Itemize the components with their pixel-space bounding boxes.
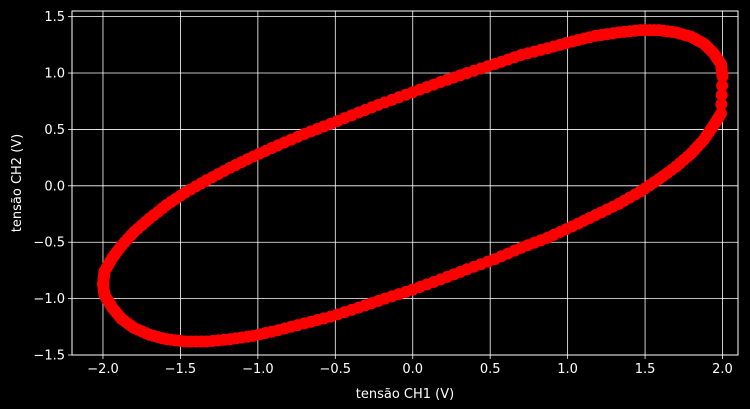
- x-axis: −2.0 −1.5 −1.0 −0.5 0.0 0.5 1.0 1.5 2.0: [87, 355, 733, 377]
- axes-frame: [71, 10, 739, 356]
- x-tick-label: −1.5: [165, 362, 197, 377]
- y-axis: −1.5 −1.0 −0.5 0.0 0.5 1.0 1.5: [33, 10, 72, 364]
- y-tick-label: −1.0: [33, 292, 65, 307]
- y-axis-label: tensão CH2 (V): [10, 134, 25, 232]
- y-tick-label: 0.0: [44, 179, 65, 194]
- x-tick-label: 0.5: [480, 362, 501, 377]
- x-tick-label: −1.0: [242, 362, 274, 377]
- y-tick-label: −1.5: [33, 349, 65, 364]
- x-tick-label: −0.5: [320, 362, 352, 377]
- data-point-marker: [716, 79, 729, 92]
- y-tick-label: 0.5: [44, 123, 65, 138]
- x-tick-label: 1.5: [635, 362, 656, 377]
- data-point: [714, 107, 727, 120]
- y-tick-label: 1.0: [44, 67, 65, 82]
- x-tick-label: 0.0: [402, 362, 423, 377]
- data-point-marker: [715, 98, 728, 111]
- x-tick-label: 2.0: [712, 362, 733, 377]
- data-series: [96, 24, 729, 348]
- data-point-marker: [715, 89, 728, 102]
- y-tick-label: 1.5: [44, 10, 65, 25]
- x-tick-label: 1.0: [557, 362, 578, 377]
- x-axis-label: tensão CH1 (V): [356, 387, 454, 402]
- y-tick-label: −0.5: [33, 236, 65, 251]
- x-tick-label: −2.0: [87, 362, 119, 377]
